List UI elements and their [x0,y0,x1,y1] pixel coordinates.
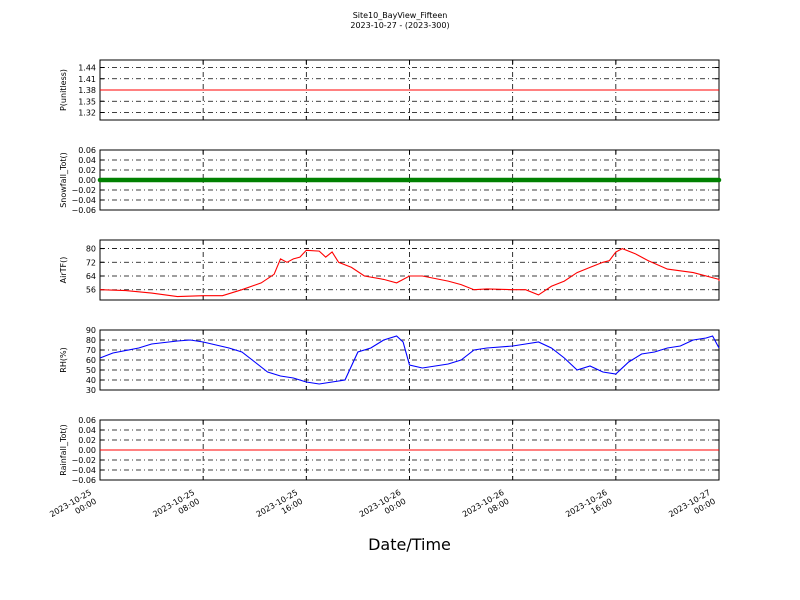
x-tick-label: 2023-10-2608:00 [461,488,511,528]
series-line [99,247,720,298]
y-tick-label: 1.35 [78,97,96,106]
y-axis-label: AirTF() [59,257,68,284]
y-axis-label: RH(%) [59,347,68,372]
panel-2: 56 64 72 80 AirTF() [59,239,720,301]
chart-title: Site10_BayView_Fifteen [352,11,448,20]
series-line [99,335,720,385]
y-tick-label: 64 [86,272,96,281]
y-axis-label: Rainfall_Tot() [59,424,68,476]
y-tick-label: 0.02 [78,436,96,445]
y-tick-label: 60 [86,356,96,365]
y-tick-label: −0.04 [71,466,96,475]
y-tick-label: 1.41 [78,75,96,84]
y-tick-label: −0.02 [71,186,96,195]
y-tick-label: 80 [86,336,96,345]
x-tick-label: 2023-10-2616:00 [564,488,614,528]
y-tick-label: −0.06 [71,476,96,485]
y-tick-label: 0.00 [78,446,96,455]
y-tick-label: −0.06 [71,206,96,215]
y-tick-label: 56 [86,286,96,295]
y-tick-label: 0.04 [78,426,96,435]
y-tick-label: 0.02 [78,166,96,175]
x-tick-label: 2023-10-2500:00 [48,488,98,528]
y-tick-label: 1.32 [78,109,96,118]
y-tick-label: 50 [86,366,96,375]
y-tick-label: 0.00 [78,176,96,185]
x-axis-label: Date/Time [368,535,451,554]
y-tick-label: 0.06 [78,146,96,155]
y-axis-label: Snowfall_Tot() [59,152,68,208]
y-tick-label: 72 [86,258,96,267]
x-tick-label: 2023-10-2508:00 [151,488,201,528]
x-tick-label: 2023-10-2700:00 [667,488,717,528]
y-tick-label: 30 [86,386,96,395]
y-tick-label: −0.02 [71,456,96,465]
y-tick-label: 0.06 [78,416,96,425]
y-tick-label: 1.38 [78,86,96,95]
y-tick-label: 1.44 [78,64,96,73]
x-tick-label: 2023-10-2516:00 [255,488,305,528]
y-tick-label: −0.04 [71,196,96,205]
panel-1: −0.06−0.04−0.020.000.020.040.06 Snowfall_… [59,146,722,215]
panel-0: 1.32 1.35 1.38 1.41 1.44 P(unitless) [59,59,720,121]
y-tick-label: 40 [86,376,96,385]
chart-subtitle: 2023-10-27 - (2023-300) [350,21,450,30]
y-tick-label: 70 [86,346,96,355]
y-axis-label: P(unitless) [59,69,68,111]
y-tick-label: 90 [86,326,96,335]
y-tick-label: 0.04 [78,156,96,165]
x-tick-label: 2023-10-2600:00 [358,488,408,528]
panel-4: −0.06−0.04−0.020.000.020.040.06 Rainfall_… [59,416,720,485]
y-tick-label: 80 [86,245,96,254]
